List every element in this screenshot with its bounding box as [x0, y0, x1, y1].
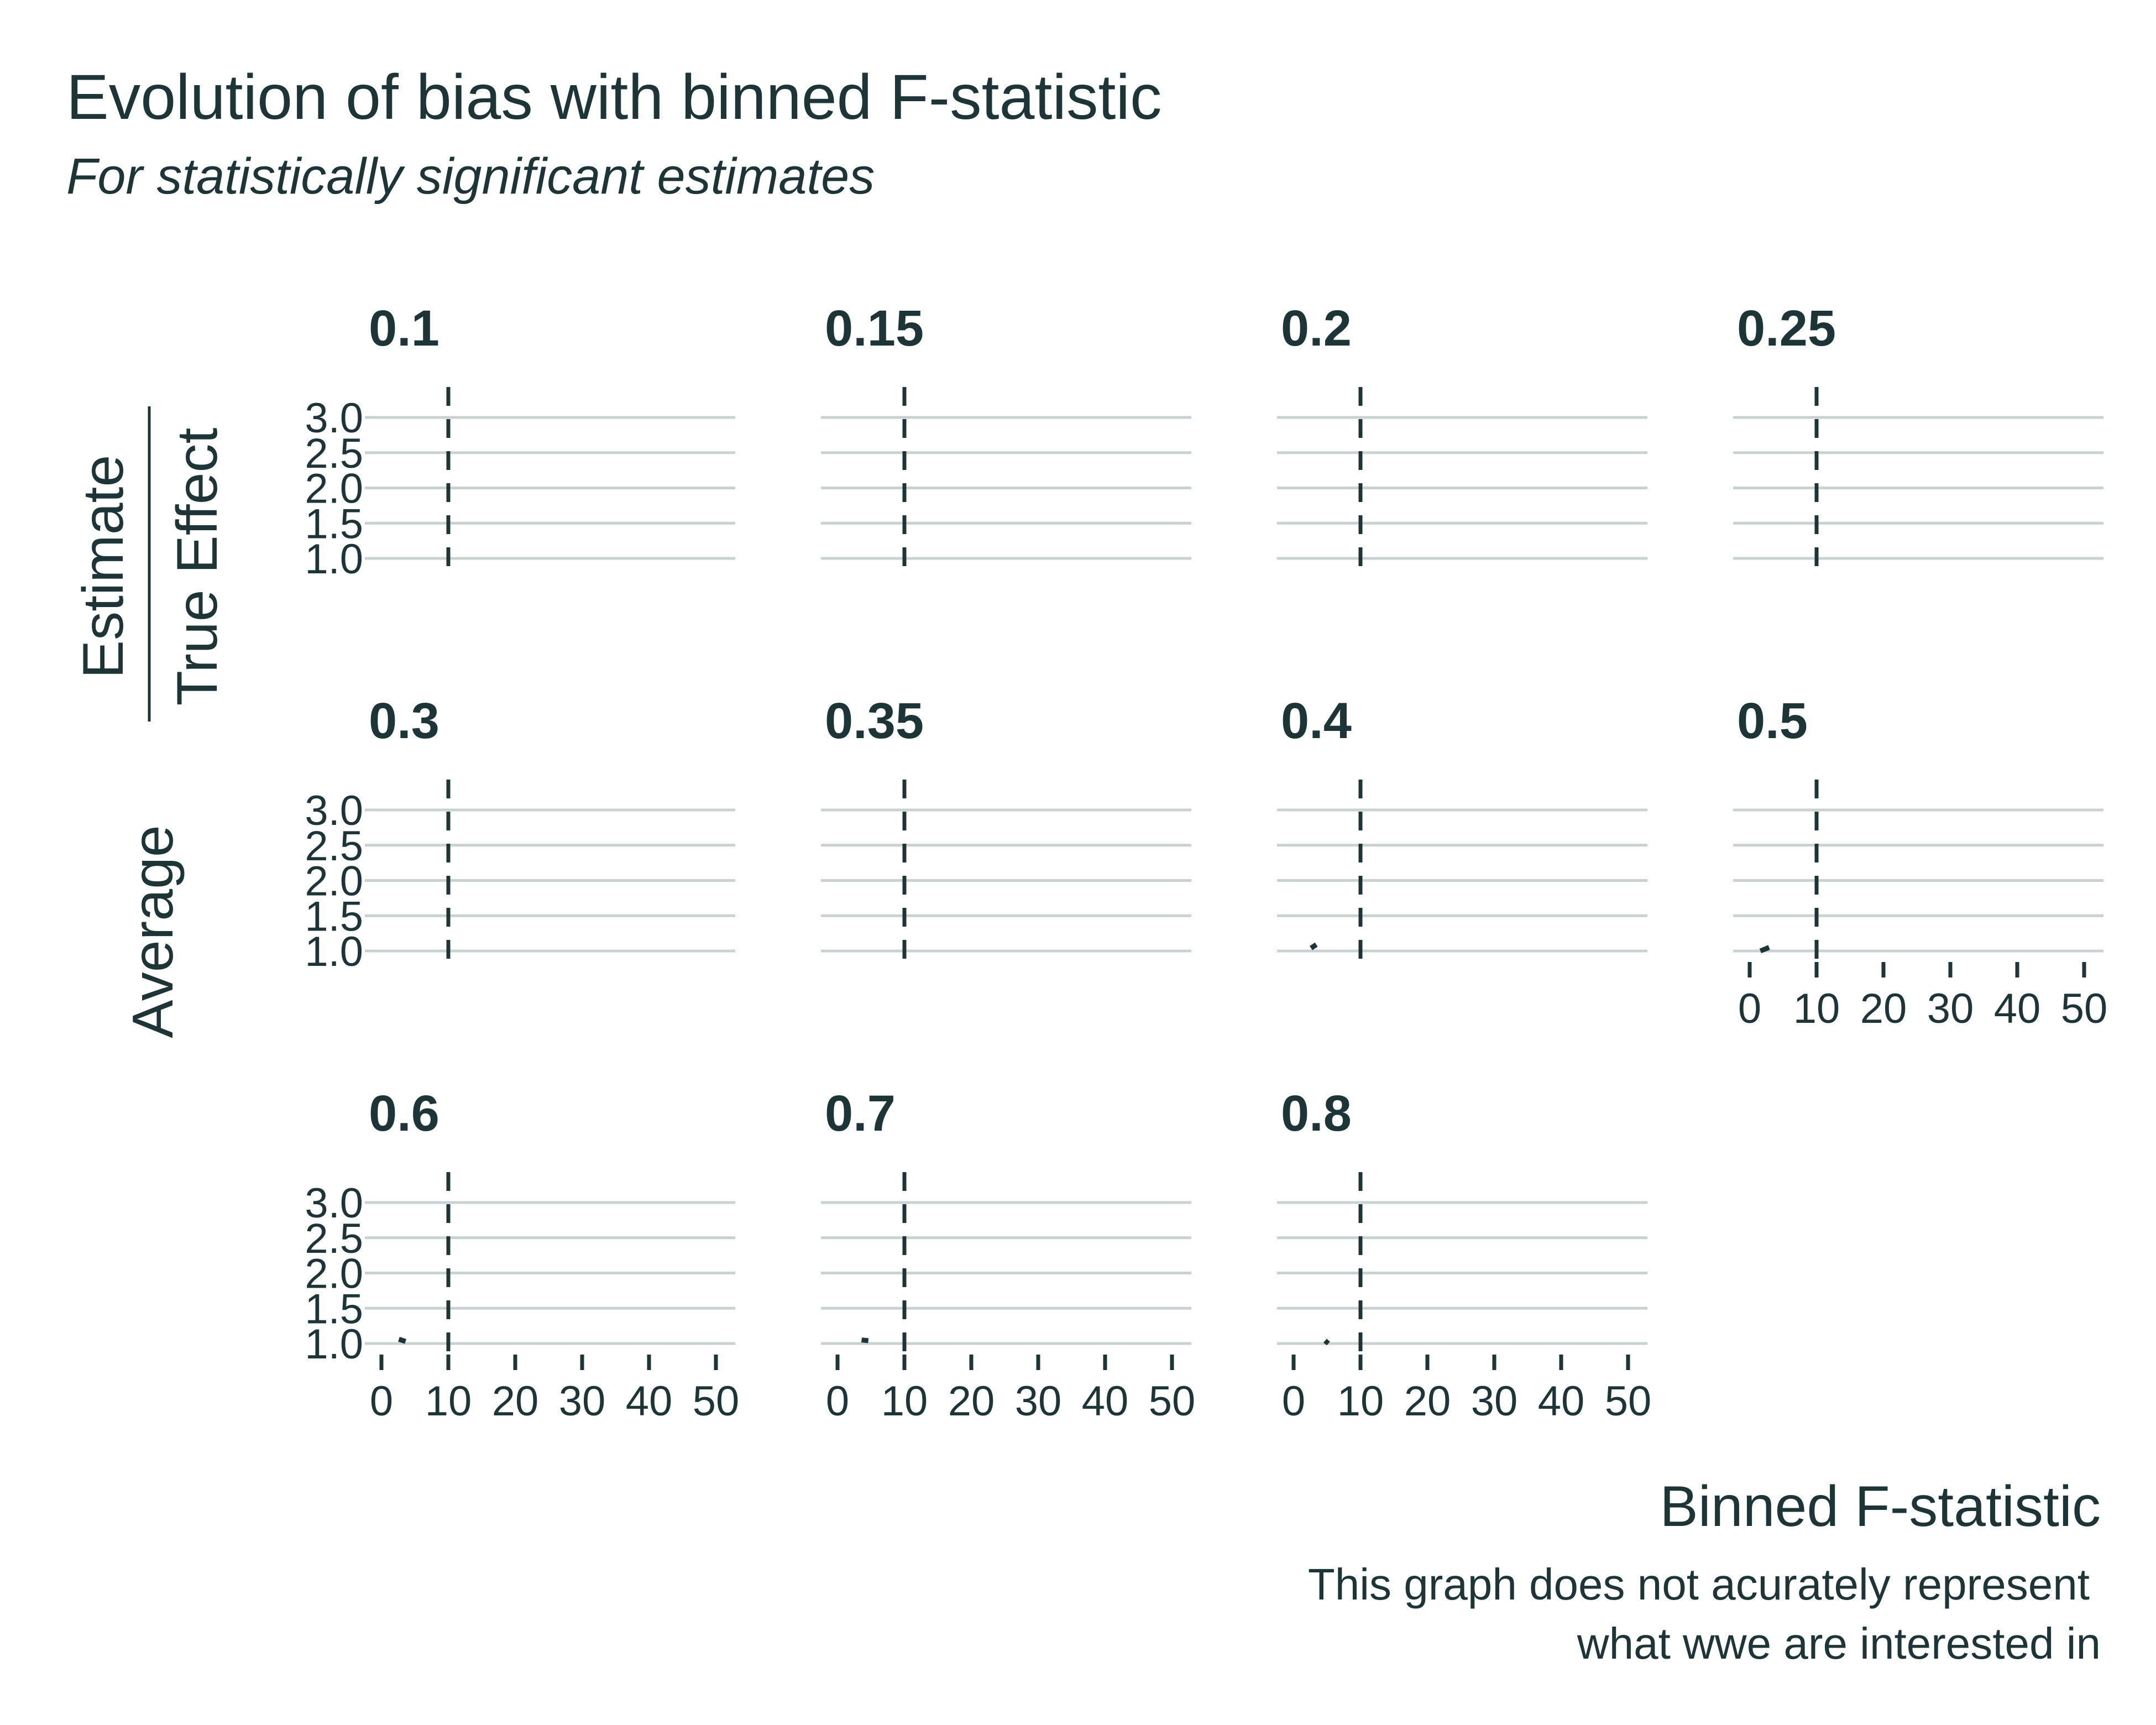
y-tick-label: 3.0 [305, 395, 363, 442]
facet-title: 0.6 [369, 1085, 439, 1142]
facet-panel: 0.4 [1277, 693, 1647, 962]
facet-panel: 0.8 0 10 20 30 40 50 [1277, 1085, 1651, 1425]
y-tick-label: 2.5 [305, 1215, 363, 1262]
x-tick-label: 0 [1282, 1378, 1305, 1425]
y-axis-title-numerator: Estimate [71, 455, 135, 679]
x-tick-label: 10 [1793, 985, 1840, 1032]
facet-title: 0.4 [1281, 693, 1352, 749]
facet-title: 0.35 [825, 693, 924, 749]
x-tick-label: 50 [2061, 985, 2108, 1032]
y-tick-label: 3.0 [305, 787, 363, 834]
facet-panel: 0.25 [1733, 300, 2103, 569]
y-axis-title-prefix: Average [121, 825, 185, 1038]
y-tick-label: 1.5 [305, 1285, 363, 1332]
y-tick-label: 1.0 [305, 928, 363, 975]
y-tick-label: 1.0 [305, 536, 363, 583]
x-tick-label: 40 [1538, 1378, 1585, 1425]
facet-panel: 0.3 1.01.52.02.53.0 [305, 693, 735, 975]
facet-panels: 0.11.01.52.02.53.00.15 0.2 0.250.31.01.52.… [305, 300, 2107, 1425]
facet-panel: 0.6 1.01.52.02.53.0 0 10 20 30 40 50 [305, 1085, 739, 1425]
facet-title: 0.15 [825, 300, 924, 357]
x-tick-label: 30 [1927, 985, 1974, 1032]
facet-panel: 0.35 [821, 693, 1191, 962]
series-line [1323, 1339, 1330, 1346]
y-tick-label: 1.5 [305, 893, 363, 940]
x-tick-label: 40 [1082, 1378, 1129, 1425]
x-tick-label: 20 [1860, 985, 1907, 1032]
x-tick-label: 30 [1471, 1378, 1518, 1425]
x-tick-label: 20 [948, 1378, 995, 1425]
caption-line-2: what wwe are interested in [1577, 1619, 2101, 1668]
chart-title: Evolution of bias with binned F-statisti… [66, 62, 1162, 133]
facet-panel: 0.5 0 10 20 30 40 50 [1733, 693, 2107, 1032]
facet-title: 0.8 [1281, 1085, 1352, 1142]
y-axis-title: Average Estimate True Effect [71, 406, 229, 1038]
x-tick-label: 40 [1994, 985, 2041, 1032]
x-tick-label: 0 [1738, 985, 1761, 1032]
y-tick-label: 1.5 [305, 500, 363, 547]
y-tick-label: 1.0 [305, 1321, 363, 1368]
facet-title: 0.3 [369, 693, 439, 749]
y-tick-label: 2.5 [305, 823, 363, 870]
x-tick-label: 40 [626, 1378, 673, 1425]
series-line [861, 1337, 869, 1344]
series-line [1310, 942, 1318, 950]
x-tick-label: 30 [559, 1378, 606, 1425]
x-tick-label: 30 [1015, 1378, 1062, 1425]
chart-subtitle: For statistically significant estimates [66, 148, 875, 205]
y-tick-label: 2.0 [305, 466, 363, 513]
facet-title: 0.7 [825, 1085, 896, 1142]
facet-title: 0.1 [369, 300, 439, 357]
facet-panel: 0.2 [1277, 300, 1647, 569]
series-line [1759, 945, 1770, 954]
x-tick-label: 0 [826, 1378, 849, 1425]
y-tick-label: 2.0 [305, 858, 363, 905]
y-tick-label: 2.5 [305, 430, 363, 477]
x-tick-label: 10 [1337, 1378, 1384, 1425]
x-tick-label: 20 [492, 1378, 539, 1425]
facet-title: 0.5 [1737, 693, 1808, 749]
y-axis-title-denominator: True Effect [165, 427, 229, 705]
facet-panel: 0.15 [821, 300, 1191, 569]
y-tick-label: 2.0 [305, 1251, 363, 1298]
facet-title: 0.2 [1281, 300, 1352, 357]
x-tick-label: 50 [1149, 1378, 1196, 1425]
x-tick-label: 10 [425, 1378, 472, 1425]
facet-title: 0.25 [1737, 300, 1836, 357]
x-tick-label: 50 [1605, 1378, 1652, 1425]
x-tick-label: 10 [881, 1378, 928, 1425]
facet-panel: 0.7 0 10 20 30 40 50 [821, 1085, 1195, 1425]
x-axis-title: Binned F-statistic [1660, 1475, 2101, 1539]
x-tick-label: 20 [1404, 1378, 1451, 1425]
x-tick-label: 50 [693, 1378, 740, 1425]
caption-line-1: This graph does not acurately represent [1308, 1560, 2090, 1609]
y-tick-label: 3.0 [305, 1180, 363, 1227]
facet-panel: 0.1 1.01.52.02.53.0 [305, 300, 735, 583]
x-tick-label: 0 [370, 1378, 393, 1425]
series-line [398, 1337, 406, 1344]
